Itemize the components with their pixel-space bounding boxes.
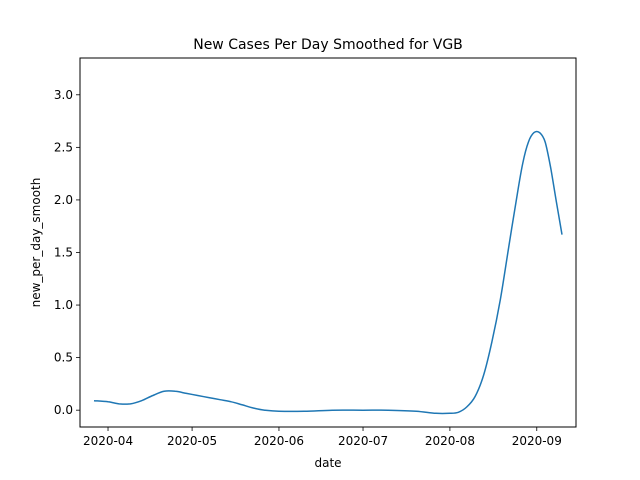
x-tick-label: 2020-09 — [512, 434, 562, 448]
y-tick-label: 1.5 — [54, 245, 73, 259]
x-tick-label: 2020-05 — [167, 434, 217, 448]
y-tick-label: 0.0 — [54, 403, 73, 417]
x-axis-label: date — [314, 456, 341, 470]
y-tick-label: 2.5 — [54, 140, 73, 154]
y-tick-label: 0.5 — [54, 351, 73, 365]
y-tick-label: 1.0 — [54, 298, 73, 312]
y-axis-label: new_per_day_smooth — [29, 178, 43, 308]
series-line-0 — [93, 130, 563, 415]
y-tick-label: 3.0 — [54, 88, 73, 102]
plot-area — [93, 130, 563, 415]
chart-title: New Cases Per Day Smoothed for VGB — [193, 37, 463, 53]
x-tick-label: 2020-04 — [83, 434, 133, 448]
axes: 2020-04 2020-05 2020-06 2020-07 2020-08 2020-… — [54, 88, 562, 448]
x-tick-label: 2020-07 — [338, 434, 388, 448]
plot-frame — [79, 57, 577, 428]
x-tick-label: 2020-06 — [254, 434, 304, 448]
y-tick-label: 2.0 — [54, 193, 73, 207]
x-tick-label: 2020-08 — [425, 434, 475, 448]
